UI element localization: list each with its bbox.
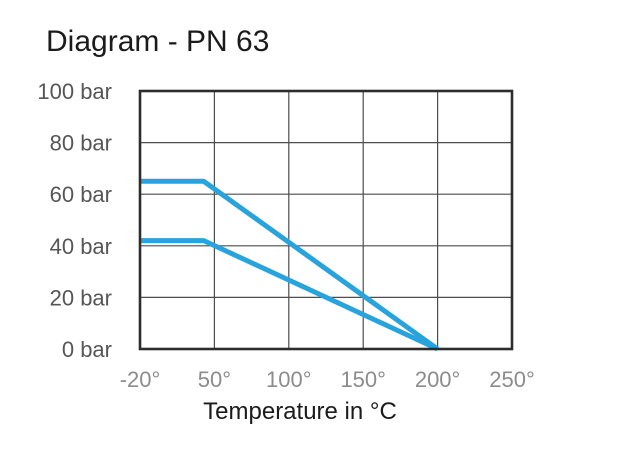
x-tick-label: 150° <box>340 367 386 392</box>
series-line-upper <box>140 178 440 352</box>
series-line-lower <box>140 238 439 352</box>
y-tick-label: 40 bar <box>50 234 112 259</box>
y-tick-label: 80 bar <box>50 131 112 156</box>
x-tick-label: 100° <box>266 367 312 392</box>
plot-border <box>138 89 514 351</box>
x-tick-label: 250° <box>489 367 535 392</box>
y-tick-label: 0 bar <box>62 337 112 362</box>
x-tick-label: 50° <box>198 367 231 392</box>
x-tick-label: 200° <box>415 367 461 392</box>
x-tick-label: -20° <box>120 367 161 392</box>
y-tick-label: 60 bar <box>50 182 112 207</box>
y-tick-label: 20 bar <box>50 285 112 310</box>
y-tick-label: 100 bar <box>37 79 112 104</box>
x-axis-title: Temperature in °C <box>203 398 397 425</box>
chart-title: Diagram - PN 63 <box>46 25 270 58</box>
